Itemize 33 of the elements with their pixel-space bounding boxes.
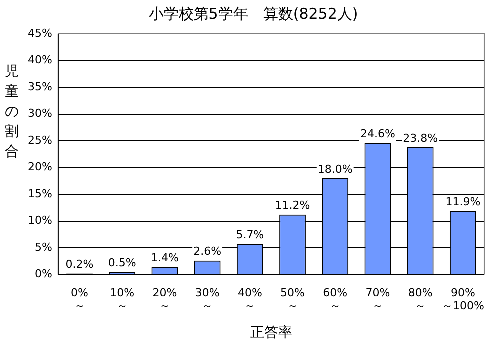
y-tick-label: 10% (28, 214, 52, 228)
x-tick-label: 20% ～ (152, 286, 178, 312)
data-label: 5.7% (236, 228, 264, 242)
x-tick-label: 60% ～ (323, 286, 348, 312)
x-tick-label: 10% ～ (110, 286, 135, 312)
data-label: 2.6% (194, 245, 222, 258)
y-tick-label: 25% (28, 134, 52, 147)
x-tick-label: 70% ～ (366, 286, 390, 312)
x-tick-label: 0% ～ (71, 286, 88, 312)
y-axis-title: 児童の割合 (4, 63, 20, 162)
data-label: 18.0% (318, 162, 353, 176)
x-tick-label: 50% ～ (280, 286, 305, 312)
y-tick-label: 15% (28, 187, 52, 200)
data-label: 1.4% (150, 252, 179, 265)
data-label: 24.6% (360, 128, 396, 141)
data-label: 0.5% (108, 256, 136, 270)
x-axis-title: 正答率 (250, 325, 292, 342)
y-tick-label: 20% (28, 160, 52, 174)
y-tick-label: 35% (28, 80, 52, 94)
chart-title: 小学校第5学年 算数(8252人) (148, 4, 358, 23)
y-tick-label: 30% (28, 107, 52, 120)
x-tick-label: 30% ～ (195, 286, 220, 312)
data-label: 11.9% (446, 195, 481, 208)
x-tick-label: 80% ～ (408, 286, 433, 312)
x-tick-label: 40% ～ (238, 286, 262, 312)
x-tick-label: 90% ～100% (442, 286, 484, 312)
y-tick-label: 0% (34, 268, 52, 281)
data-label: 0.2% (66, 258, 94, 272)
y-tick-label: 45% (28, 26, 52, 40)
data-label: 23.8% (403, 132, 438, 145)
data-label: 11.2% (275, 199, 310, 212)
y-tick-label: 5% (34, 240, 52, 254)
y-tick-label: 40% (28, 54, 52, 67)
